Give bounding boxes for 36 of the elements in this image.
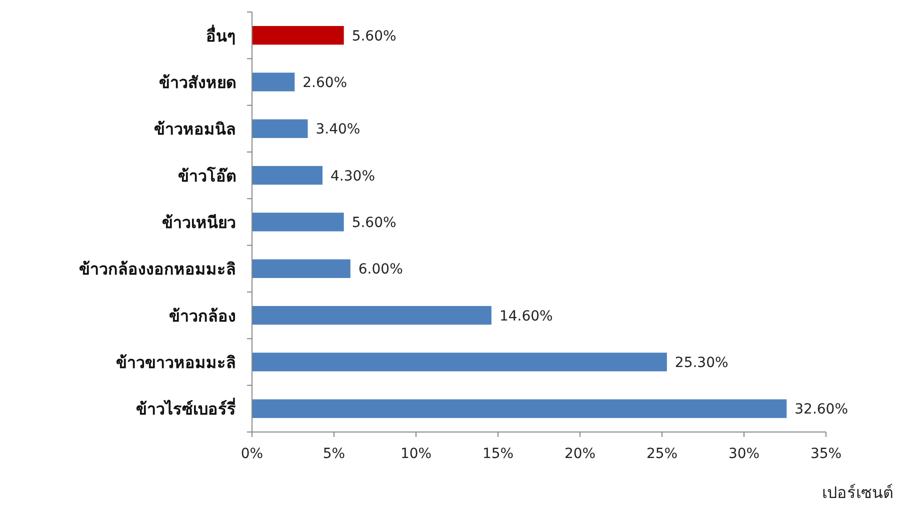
data-label: 5.60% xyxy=(352,28,396,44)
data-label: 5.60% xyxy=(352,215,396,231)
bar xyxy=(252,259,350,278)
y-tick-label: ข้าวกล้องงอกหอมมะลิ xyxy=(79,260,236,279)
x-tick-label: 30% xyxy=(728,446,760,462)
x-axis-title: เปอร์เซนต์ xyxy=(822,483,893,502)
data-label: 4.30% xyxy=(330,168,376,184)
y-tick-label: ข้าวกล้อง xyxy=(169,306,236,326)
y-tick-label: ข้าวสังหยด xyxy=(159,73,236,92)
bar xyxy=(252,352,667,372)
x-tick-label: 10% xyxy=(400,446,432,462)
x-tick-label: 15% xyxy=(482,446,514,462)
x-tick-label: 35% xyxy=(810,446,842,462)
bar xyxy=(252,166,323,185)
data-label: 14.60% xyxy=(499,308,553,324)
x-tick-label: 25% xyxy=(646,446,678,462)
bar xyxy=(252,306,492,325)
bar xyxy=(252,72,295,92)
x-tick-label: 5% xyxy=(322,446,346,462)
y-tick-label: ข้าวไรซ์เบอร์รี่ xyxy=(136,398,236,419)
data-label: 2.60% xyxy=(302,75,348,91)
x-tick-label: 0% xyxy=(240,446,264,462)
x-tick-label: 20% xyxy=(564,446,596,462)
data-label: 32.60% xyxy=(794,402,848,418)
data-label: 6.00% xyxy=(358,262,403,278)
y-tick-label: ข้าวเหนียว xyxy=(162,213,236,232)
y-tick-label: อื่นๆ xyxy=(206,24,236,46)
bar xyxy=(252,26,344,45)
bar xyxy=(252,212,344,232)
data-label: 3.40% xyxy=(316,122,360,138)
y-tick-label: ข้าวโอ๊ต xyxy=(178,165,236,186)
bar xyxy=(252,399,787,418)
y-tick-label: ข้าวขาวหอมมะลิ xyxy=(116,353,236,372)
y-tick-label: ข้าวหอมนิล xyxy=(154,120,236,139)
data-label: 25.30% xyxy=(674,355,728,371)
bar xyxy=(252,119,308,138)
